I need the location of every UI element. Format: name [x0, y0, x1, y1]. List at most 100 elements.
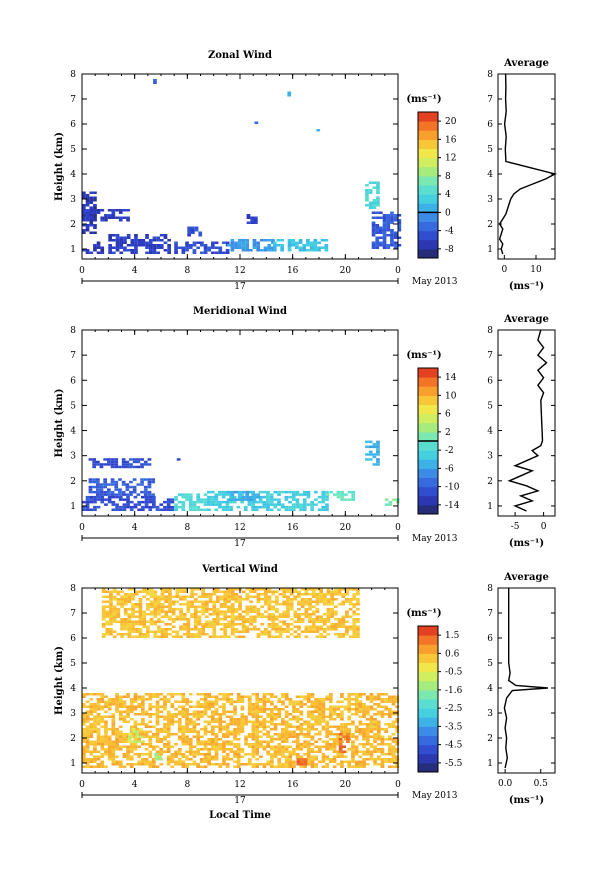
heatmap-cell [281, 763, 285, 766]
heatmap-cell [251, 693, 256, 696]
heatmap-cell [181, 251, 186, 254]
heatmap-cell [277, 723, 282, 726]
heatmap-cell [170, 733, 175, 736]
heatmap-cell [157, 598, 161, 601]
heatmap-cell [205, 608, 209, 611]
heatmap-cell [255, 748, 259, 751]
heatmap-cell [375, 246, 380, 249]
heatmap-cell [264, 610, 268, 613]
heatmap-cell [107, 698, 112, 701]
heatmap-cell [82, 231, 86, 234]
heatmap-cell [264, 633, 268, 636]
heatmap-cell [244, 718, 248, 721]
heatmap-cell [196, 750, 200, 753]
heatmap-cell [336, 755, 341, 758]
heatmap-cell [278, 633, 283, 636]
heatmap-cell [216, 610, 220, 613]
heatmap-cell [255, 725, 259, 728]
heatmap-cell [212, 600, 217, 603]
heatmap-cell [321, 713, 326, 716]
heatmap-cell [192, 735, 197, 738]
heatmap-cell [310, 760, 315, 763]
heatmap-cell [332, 758, 337, 761]
heatmap-cell [153, 600, 158, 603]
heatmap-cell [207, 490, 211, 494]
heatmap-cell [141, 703, 145, 706]
heatmap-cell [300, 593, 305, 596]
heatmap-cell [284, 730, 289, 733]
heatmap-cell [291, 495, 296, 499]
heatmap-cell [365, 705, 370, 708]
heatmap-cell [141, 763, 145, 766]
heatmap-cell [256, 249, 260, 252]
heatmap-cell [329, 748, 333, 751]
heatmap-cell [216, 598, 220, 601]
heatmap-cell [325, 698, 329, 701]
heatmap-cell [379, 226, 383, 229]
heatmap-cell [233, 705, 237, 708]
heatmap-cell [211, 748, 215, 751]
heatmap-cell [144, 693, 149, 696]
heatmap-cell [352, 620, 357, 623]
heatmap-cell [392, 498, 396, 501]
heatmap-cell [288, 703, 293, 706]
heatmap-cell [259, 723, 263, 726]
heatmap-cell [222, 740, 226, 743]
heatmap-cell [258, 490, 263, 494]
heatmap-cell [273, 708, 278, 711]
heatmap-cell [297, 620, 301, 623]
heatmap-cell [89, 710, 94, 713]
heatmap-cell [259, 755, 263, 758]
heatmap-cell [85, 750, 90, 753]
heatmap-cell [277, 745, 282, 748]
heatmap-cell [229, 693, 234, 696]
heatmap-cell [365, 733, 370, 736]
heatmap-cell [133, 738, 138, 741]
heatmap-cell [188, 498, 193, 501]
heatmap-cell [382, 246, 387, 249]
heatmap-cell [284, 490, 289, 494]
heatmap-cell [214, 743, 219, 746]
heatmap-cell [236, 718, 241, 721]
heatmap-cell [325, 493, 330, 496]
heatmap-cell [395, 710, 400, 713]
heatmap-cell [88, 490, 93, 494]
heatmap-cell [163, 241, 168, 244]
heatmap-cell [177, 720, 182, 723]
heatmap-cell [126, 505, 130, 509]
heatmap-cell [142, 635, 146, 638]
heatmap-cell [88, 458, 93, 461]
heatmap-cell [391, 698, 396, 701]
heatmap-cell [233, 728, 237, 731]
heatmap-cell [138, 590, 143, 593]
heatmap-cell [234, 490, 238, 494]
heatmap-cell [211, 700, 215, 703]
heatmap-cell [216, 595, 220, 598]
heatmap-cell [111, 750, 116, 753]
heatmap-cell [105, 620, 110, 623]
heatmap-cell [266, 693, 270, 696]
heatmap-cell [107, 703, 112, 706]
heatmap-cell [188, 745, 193, 748]
heatmap-cell [255, 738, 259, 741]
heatmap-cell [284, 498, 289, 501]
heatmap-cell [321, 728, 326, 731]
heatmap-cell [384, 753, 388, 756]
heatmap-cell [214, 703, 219, 706]
heatmap-cell [380, 738, 385, 741]
heatmap-cell [89, 698, 94, 701]
heatmap-cell [317, 720, 322, 723]
heatmap-cell [255, 708, 259, 711]
heatmap-cell [270, 755, 274, 758]
heatmap-cell [273, 505, 278, 509]
heatmap-cell [188, 728, 193, 731]
heatmap-cell [230, 633, 235, 636]
heatmap-cell [96, 495, 101, 499]
heatmap-cell [185, 246, 189, 249]
heatmap-cell [326, 588, 331, 591]
heatmap-cell [390, 229, 394, 232]
heatmap-cell [304, 593, 309, 596]
heatmap-cell [203, 713, 208, 716]
heatmap-cell [100, 753, 105, 756]
heatmap-cell [276, 244, 281, 247]
